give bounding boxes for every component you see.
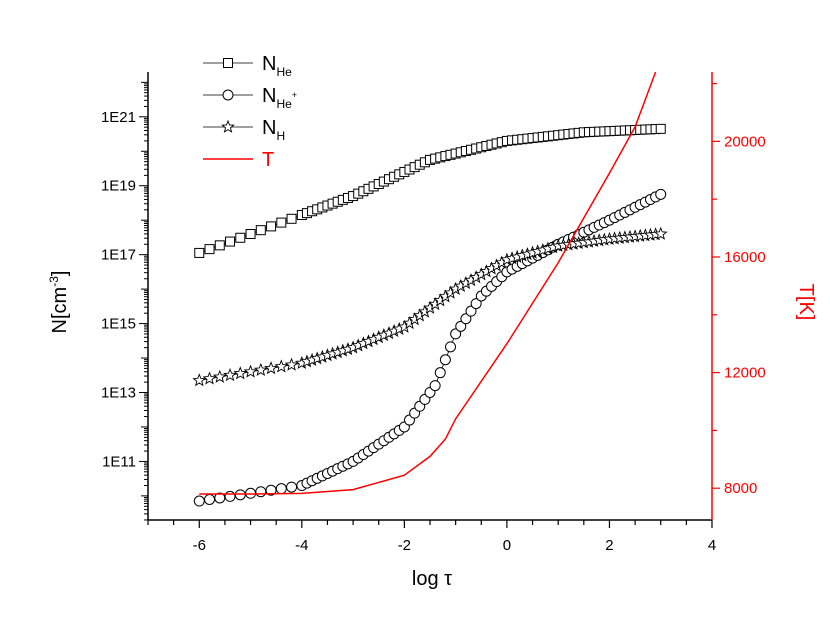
y-left-tick-label: 1E19	[101, 178, 136, 195]
data-point	[255, 486, 267, 498]
axis-ticks: -6 -4 -2 0 2 4 1E11 1E13 1E15 1E17 1E19 1E21 8000 120…	[101, 81, 766, 554]
data-point	[274, 359, 289, 373]
data-point	[653, 226, 668, 240]
data-point	[233, 366, 248, 380]
legend-item-NH: NH	[203, 117, 285, 143]
data-point	[212, 369, 227, 383]
data-point	[286, 481, 298, 493]
data-point	[460, 313, 472, 325]
y-right-tick-label: 12000	[724, 365, 766, 382]
axes	[147, 72, 713, 521]
y-axis-label-left-sup: -3	[47, 276, 61, 287]
data-point	[284, 357, 299, 371]
data-point	[225, 236, 236, 247]
y-right-tick-label: 16000	[724, 249, 766, 266]
y-axis-label-right: T[K]	[795, 284, 817, 321]
data-point	[223, 368, 237, 382]
x-tick-label: 4	[708, 537, 716, 554]
x-tick-label: 2	[605, 537, 613, 554]
x-tick-label: 0	[503, 537, 511, 554]
data-point	[450, 328, 462, 340]
data-point	[214, 240, 225, 251]
legend-marker-square	[223, 58, 233, 68]
data-point	[655, 188, 667, 200]
data-point	[194, 247, 205, 258]
y-left-tick-label: 1E17	[101, 247, 136, 264]
data-point	[434, 367, 446, 379]
series-NHeplus	[193, 188, 667, 507]
legend-marker-circle	[222, 89, 234, 101]
series-NHe	[194, 123, 666, 258]
y-axis-label-left-close: ]	[49, 271, 71, 277]
data-point	[234, 489, 246, 501]
legend-item-NHe: NHe	[203, 53, 292, 79]
data-point	[470, 298, 482, 310]
data-point	[264, 361, 278, 375]
legend-label-T: T	[262, 149, 274, 171]
legend-label-NHeplus: NHe+	[262, 85, 297, 111]
series-NH	[192, 226, 668, 387]
legend-label-sub: He	[276, 97, 292, 111]
legend-label-NH: NH	[262, 117, 285, 143]
legend-item-T: T	[203, 149, 274, 171]
data-point	[455, 320, 467, 332]
series-T	[199, 71, 657, 495]
data-point	[204, 244, 215, 255]
legend-item-NHeplus: NHe+	[203, 85, 297, 111]
data-point	[243, 364, 258, 378]
data-point	[245, 228, 256, 239]
series-line-T	[199, 71, 657, 495]
legend-label-main: T	[262, 149, 274, 171]
y-left-tick-label: 1E21	[101, 109, 136, 126]
data-point	[253, 362, 268, 376]
legend-label-main: N	[262, 53, 276, 75]
data-point	[266, 221, 277, 232]
legend-label-NHe: NHe	[262, 53, 292, 79]
data-point	[204, 493, 216, 505]
series-layer	[192, 71, 668, 507]
y-left-tick-label: 1E13	[101, 384, 136, 401]
y-axis-label-left-main: N[cm	[49, 287, 71, 334]
legend-label-sub: H	[276, 129, 285, 143]
x-tick-label: -4	[295, 537, 308, 554]
y-right-tick-label: 20000	[724, 133, 766, 150]
legend-label-main: N	[262, 117, 276, 139]
data-point	[276, 217, 287, 228]
y-right-tick-label: 8000	[724, 480, 757, 497]
data-point	[224, 490, 236, 502]
data-point	[255, 225, 266, 236]
data-point	[286, 213, 297, 224]
y-left-tick-label: 1E11	[102, 453, 136, 470]
data-point	[192, 373, 207, 387]
y-axis-label-left: N[cm-3]	[47, 271, 71, 334]
data-point	[465, 305, 477, 317]
data-point	[655, 123, 666, 134]
data-point	[275, 483, 287, 495]
legend-label-sub: He	[276, 65, 292, 79]
legend-label-sup: +	[292, 90, 297, 100]
legend-marker-star	[221, 119, 235, 133]
data-point	[445, 341, 457, 353]
x-tick-label: -2	[398, 537, 411, 554]
x-axis-label: log τ	[412, 568, 452, 590]
x-tick-label: -6	[193, 537, 206, 554]
data-point	[235, 232, 246, 243]
data-point	[429, 380, 441, 392]
data-point	[439, 354, 451, 366]
data-point	[193, 495, 205, 507]
legend-label-main: N	[262, 85, 276, 107]
data-point	[202, 371, 217, 385]
y-left-tick-label: 1E15	[101, 316, 136, 333]
